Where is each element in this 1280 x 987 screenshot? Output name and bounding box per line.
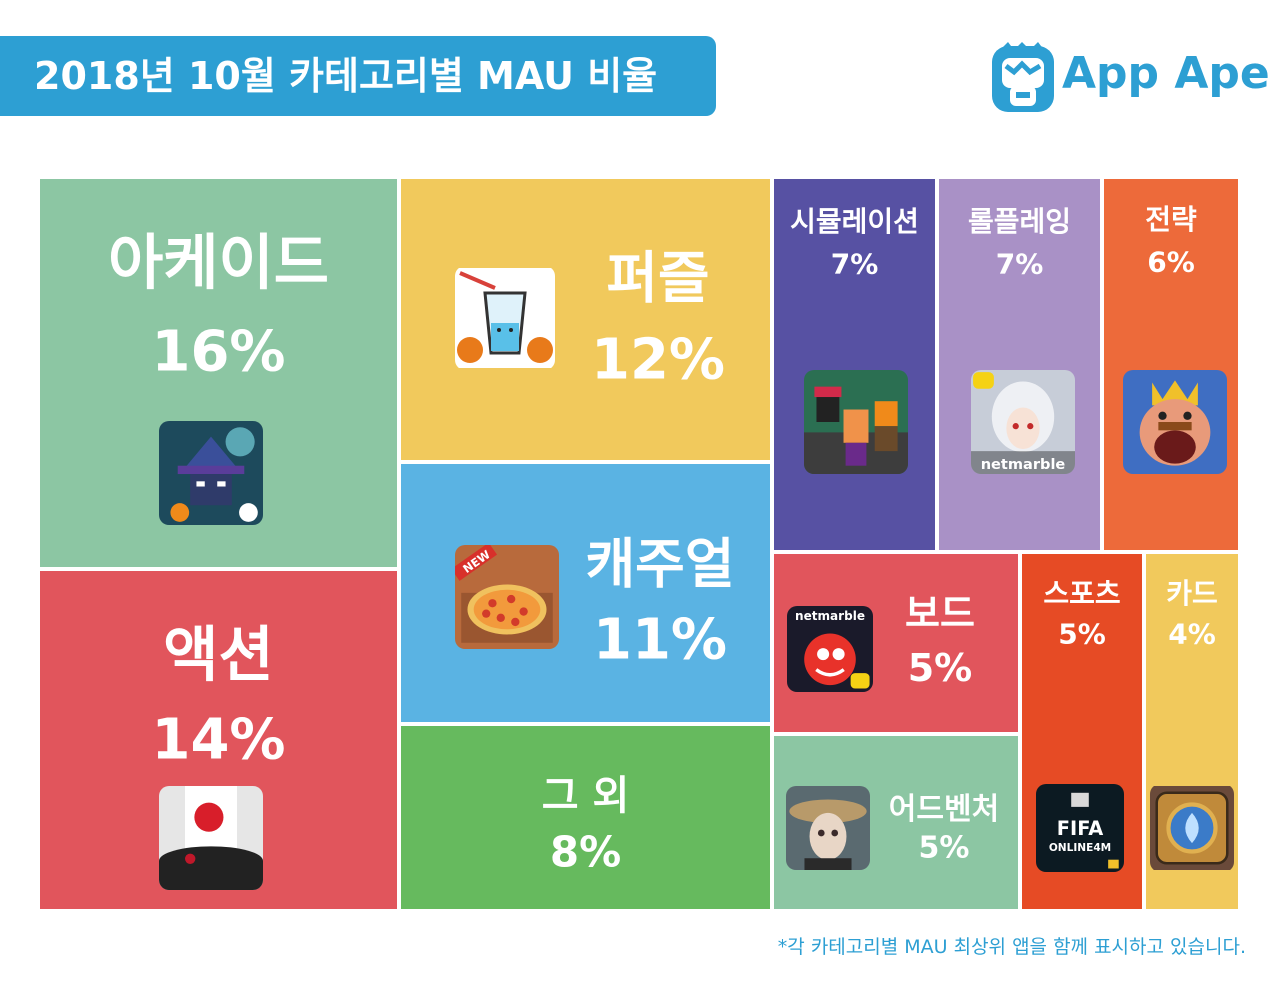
netmarble-rpg-icon: netmarble [971,370,1075,474]
category-name-casual: 캐주얼 [585,532,735,596]
category-value-adventure: 5% [918,830,970,866]
category-value-action: 14% [151,707,286,773]
treemap-cell-others [399,724,772,911]
helix-jump-icon [159,786,263,890]
treemap-cell-roleplaying [937,177,1102,552]
category-value-card: 4% [1168,617,1216,651]
category-value-others: 8% [549,827,622,877]
category-name-adventure: 어드벤처 [888,792,1000,827]
hearthstone-icon [1150,784,1234,872]
category-name-puzzle: 퍼즐 [606,246,710,312]
identity-v-icon [786,786,870,870]
clash-royale-icon [1123,370,1227,474]
category-value-arcade: 16% [151,319,286,385]
pixel-characters-icon [804,370,908,474]
category-value-board: 5% [907,646,973,690]
app-ape-logo: App Ape [990,40,1270,116]
category-name-board: 보드 [905,591,975,636]
treemap-cell-simulation [772,177,937,552]
category-value-strategy: 6% [1147,245,1195,279]
category-value-sports: 5% [1058,617,1106,651]
category-name-card: 카드 [1166,577,1218,610]
netmarble-board-icon: netmarble [787,606,873,692]
category-value-simulation: 7% [830,247,879,281]
category-value-puzzle: 12% [590,327,726,393]
category-name-sports: 스포츠 [1043,577,1121,610]
svg-text:FIFA: FIFA [1057,817,1103,840]
category-name-others: 그 외 [541,773,630,819]
svg-text:netmarble: netmarble [795,609,865,623]
category-name-strategy: 전략 [1145,203,1197,236]
footnote: *각 카테고리별 MAU 최상위 앱을 함께 표시하고 있습니다. [777,936,1246,958]
treemap-cell-strategy [1102,177,1240,552]
category-value-roleplaying: 7% [995,247,1044,281]
happy-glass-icon [455,266,555,370]
svg-text:netmarble: netmarble [981,456,1066,473]
category-name-arcade: 아케이드 [108,228,329,299]
category-name-simulation: 시뮬레이션 [790,205,919,238]
category-name-roleplaying: 롤플레잉 [967,205,1072,238]
pizza-game-icon: NEW [455,545,559,649]
category-name-action: 액션 [163,620,274,691]
category-value-casual: 11% [592,607,728,673]
page-title: 2018년 10월 카테고리별 MAU 비율 [0,36,716,116]
wizard-game-icon [159,421,263,525]
fifa-online-icon: FIFA ONLINE4M [1036,784,1124,872]
svg-text:ONLINE4M: ONLINE4M [1049,842,1111,854]
logo-text: App Ape [1062,48,1270,99]
ape-face-icon [992,42,1054,112]
